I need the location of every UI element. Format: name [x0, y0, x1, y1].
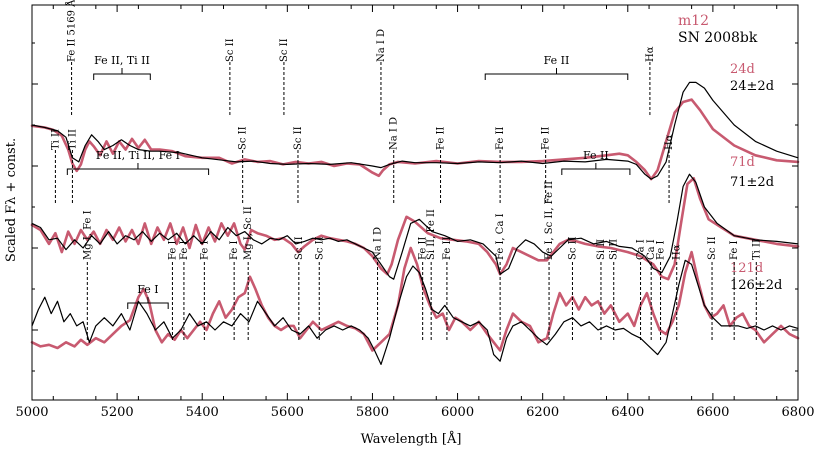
line-id-label: Ca I — [636, 239, 647, 260]
line-identifications: Fe II 5169 Å Sc II Sc II Na I D Hα Ti II Ti II… — [50, 0, 762, 340]
plot-frame — [31, 4, 799, 401]
line-id-label: Ti II — [751, 239, 762, 260]
group-label: Fe II, Ti II — [94, 54, 150, 67]
axes: 5000 5200 5400 5600 5800 6000 6200 6400 6600 6800 — [15, 4, 815, 420]
group-label: Fe II — [544, 54, 570, 67]
observed-series-line — [31, 81, 799, 180]
legend-model: m12 — [678, 13, 709, 29]
line-id-label: Na I D — [373, 227, 384, 260]
line-id-label: Sc II — [279, 38, 290, 62]
observed-series-line — [31, 173, 799, 280]
line-id-label: Fe I — [179, 241, 190, 260]
group-bracket — [484, 73, 629, 80]
legend-observed: SN 2008bk — [678, 30, 758, 46]
line-id-label: Fe I, Sc II, Fe II — [544, 181, 555, 260]
line-id-label: Sc II — [567, 236, 578, 260]
group-label: Fe II — [583, 149, 609, 162]
line-id-label: Ti II — [67, 129, 78, 150]
line-id-label: Sc II — [225, 38, 236, 62]
x-tick-label: 6400 — [611, 405, 644, 420]
line-id-label: Sc II — [238, 126, 249, 150]
line-id-label: Ca I — [646, 239, 657, 260]
line-id-label: Fe II 5169 Å — [66, 0, 78, 62]
line-id-label: Na I D — [389, 117, 400, 150]
x-tick-label: 5600 — [271, 405, 304, 420]
epoch-label-observed: 71±2d — [730, 175, 774, 190]
line-id-label: Fe II — [436, 127, 447, 150]
y-axis-title: Scaled Fλ + const. — [4, 138, 19, 262]
x-tick-label: 5800 — [356, 405, 389, 420]
line-id-label: Fe I — [199, 241, 210, 260]
line-id-label: Hα — [645, 46, 656, 62]
epoch-label-model: 24d — [730, 62, 755, 77]
line-id-label: Mg I, Fe I — [82, 210, 93, 260]
model-series-line — [30, 246, 800, 352]
line-id-label: Na I D — [376, 29, 387, 62]
x-tick-label: 6200 — [526, 405, 559, 420]
line-id-label: Sc II — [293, 126, 304, 150]
epoch-label-observed: 24±2d — [730, 79, 774, 94]
epoch-label-observed: 126±2d — [730, 278, 782, 293]
line-id-label: Sc II — [707, 236, 718, 260]
x-axis-title: Wavelength [Å] — [361, 431, 462, 447]
group-label: Fe II, Ti II, Fe I — [96, 149, 180, 162]
line-id-label: Si II — [609, 239, 620, 260]
x-tick-label: 5400 — [186, 405, 219, 420]
line-id-label: Fe I — [656, 241, 667, 260]
legend: m12 SN 2008bk — [678, 13, 758, 46]
line-id-label: Fe II — [442, 237, 453, 260]
spectra-series: 24d 24±2d 71d 71±2d 121d 126±2d — [30, 62, 800, 365]
line-id-label: Fe II — [541, 127, 552, 150]
x-tick-label: 5000 — [15, 405, 48, 420]
line-id-label: Fe I — [167, 241, 178, 260]
group-bracket — [561, 168, 631, 175]
model-series-line — [30, 177, 800, 281]
line-id-label: Fe II — [495, 127, 506, 150]
line-id-label: Ti II — [50, 129, 61, 150]
x-tick-label: 6000 — [441, 405, 474, 420]
observed-series-line — [31, 259, 799, 365]
line-id-label: Sc II — [294, 236, 305, 260]
line-id-label: Fe II — [418, 237, 429, 260]
line-id-label: Si II — [596, 239, 607, 260]
line-id-label: Hα — [672, 244, 683, 260]
line-id-label: Fe I — [729, 241, 740, 260]
group-label: Fe I — [137, 283, 158, 296]
x-tick-label: 6600 — [696, 405, 729, 420]
x-tick-label: 6800 — [781, 405, 814, 420]
group-bracket — [93, 73, 151, 80]
epoch-label-model: 121d — [730, 261, 763, 276]
group-bracket — [66, 168, 210, 175]
line-id-label: Fe I — [229, 241, 240, 260]
line-id-label: Fe I, Ca I — [495, 213, 506, 260]
line-id-label: Mg I, Sc II — [243, 206, 254, 260]
line-id-label: Hα — [664, 134, 675, 150]
model-series-line — [30, 98, 800, 181]
line-id-label: Si II, Fe II — [426, 209, 437, 260]
x-tick-label: 5200 — [101, 405, 134, 420]
epoch-label-model: 71d — [730, 155, 755, 170]
line-id-label: Sc II — [314, 236, 325, 260]
